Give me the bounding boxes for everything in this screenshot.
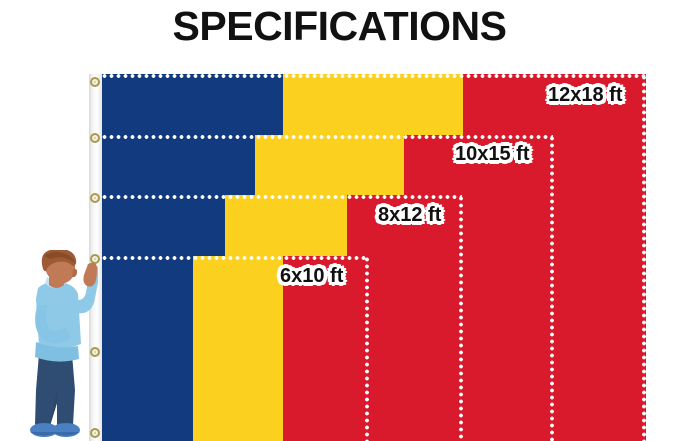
grommet-icon [90, 193, 100, 203]
guide-line-top-6x10 [101, 256, 368, 260]
page-title: SPECIFICATIONS [172, 3, 507, 49]
guide-line-top-12x18 [101, 74, 646, 78]
guide-line-right-12x18 [642, 74, 646, 441]
guide-line-right-6x10 [365, 256, 369, 441]
guide-line-right-8x12 [459, 195, 463, 441]
grommet-icon [90, 428, 100, 438]
flag-size-rect-6x10 [101, 256, 368, 441]
size-label-8x12: 8x12 ft [375, 202, 443, 229]
grommet-icon [90, 133, 100, 143]
size-label-12x18: 12x18 ft [546, 82, 625, 109]
guide-line-top-10x15 [101, 135, 553, 139]
flag-stripe-red [283, 256, 368, 441]
grommet-icon [90, 347, 100, 357]
size-label-6x10: 6x10 ft [277, 263, 345, 290]
person-scale-reference [30, 250, 98, 437]
flag-stripe-yellow [193, 256, 283, 441]
flag-stripe-blue [101, 256, 193, 441]
grommet-icon [90, 77, 100, 87]
guide-line-top-8x12 [101, 195, 462, 199]
grommet-icon [90, 254, 100, 264]
guide-line-right-10x15 [550, 135, 554, 441]
size-label-10x15: 10x15 ft [453, 141, 532, 168]
